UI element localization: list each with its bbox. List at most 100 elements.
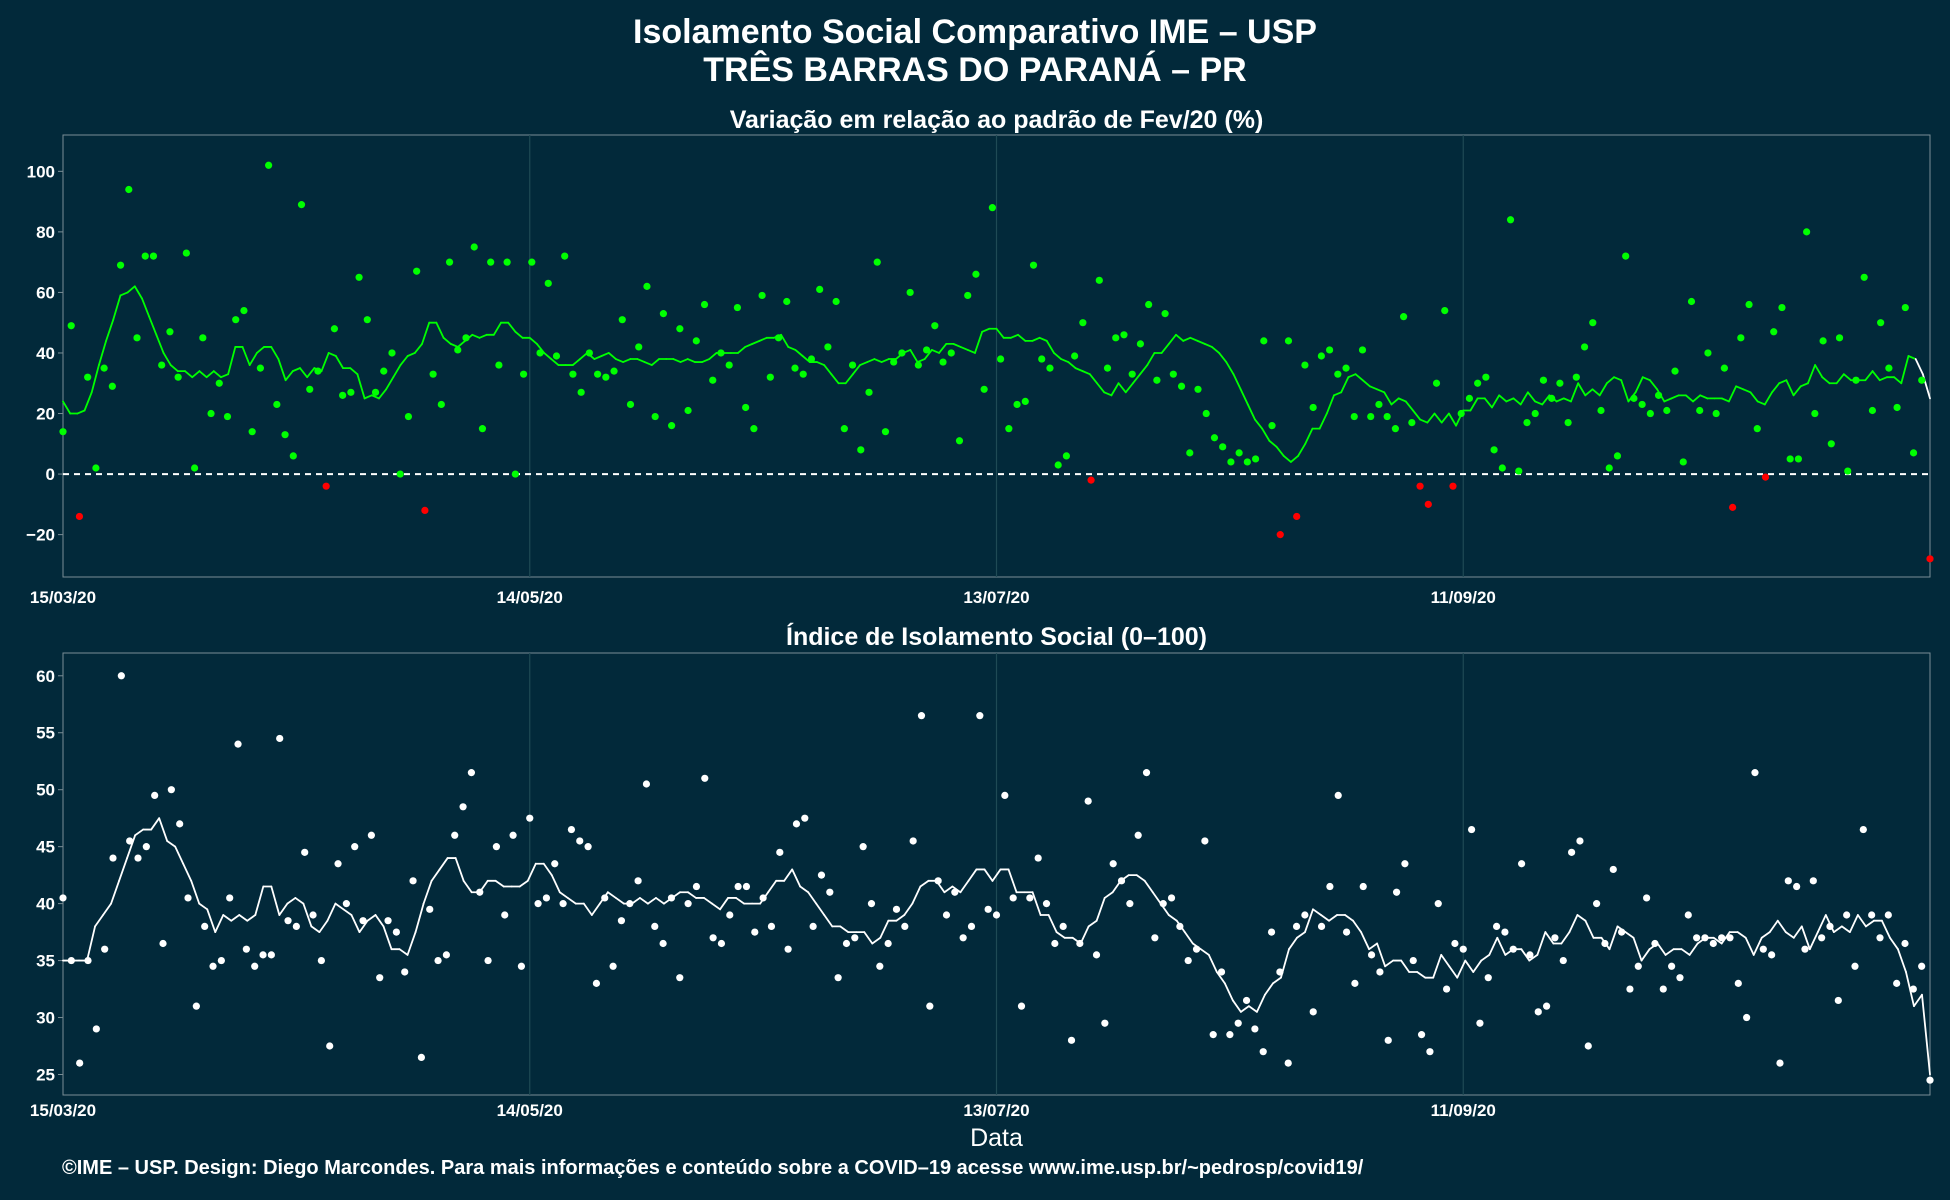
data-point (922, 346, 931, 354)
data-point (1926, 555, 1934, 563)
moving-average-segment (1419, 418, 1429, 424)
data-point (784, 945, 792, 953)
moving-average-segment (708, 352, 718, 360)
data-point (867, 900, 876, 908)
moving-average-segment (310, 925, 321, 933)
data-point (1559, 956, 1567, 965)
moving-average-segment (1472, 959, 1483, 973)
moving-average-segment (507, 321, 517, 333)
data-point (826, 888, 834, 896)
moving-average-segment (278, 902, 289, 916)
data-point (1013, 400, 1021, 409)
data-point (470, 243, 478, 251)
data-point (484, 956, 492, 965)
moving-average-segment (1304, 908, 1314, 933)
moving-average-segment (98, 339, 107, 366)
moving-average-segment (1088, 373, 1098, 385)
data-point (284, 917, 292, 925)
data-point (859, 843, 867, 851)
data-point (1424, 500, 1432, 508)
moving-average-segment (241, 346, 251, 366)
data-point (1517, 860, 1526, 868)
data-point (326, 1042, 334, 1050)
x-axis-label: Data (970, 1124, 1023, 1152)
data-point (1745, 300, 1753, 309)
moving-average-segment (374, 914, 385, 928)
data-point (651, 922, 659, 931)
moving-average-segment (526, 862, 537, 882)
data-point (980, 385, 988, 393)
moving-average-segment (406, 931, 417, 956)
data-point (1201, 837, 1209, 845)
data-point (267, 951, 275, 959)
moving-average-segment (302, 902, 313, 928)
moving-average-segment (1620, 379, 1630, 403)
data-point (1909, 449, 1918, 457)
data-point (1918, 962, 1926, 970)
moving-average-segment (206, 908, 217, 933)
data-point (1556, 379, 1564, 387)
data-point (759, 894, 767, 902)
moving-average-segment (1447, 412, 1457, 427)
moving-average-segment (679, 358, 689, 363)
data-point (1051, 939, 1059, 948)
moving-average-segment (1656, 942, 1667, 956)
moving-average-segment (471, 333, 481, 339)
data-point (509, 831, 517, 839)
data-point (701, 774, 709, 782)
moving-average-segment (457, 339, 467, 348)
moving-average-segment (1496, 936, 1507, 956)
moving-average-segment (1203, 342, 1213, 348)
moving-average-segment (1624, 931, 1635, 939)
moving-average-segment (871, 936, 882, 945)
moving-average-segment (959, 879, 970, 894)
data-point (495, 361, 503, 369)
moving-average-segment (119, 291, 129, 297)
data-point (519, 370, 528, 378)
data-point (834, 974, 842, 982)
data-point (1383, 412, 1391, 421)
moving-average-segment (1584, 388, 1594, 397)
moving-average-segment (1297, 442, 1307, 457)
moving-average-segment (593, 355, 603, 360)
moving-average-segment (1199, 948, 1210, 956)
x-tick-label: 13/07/20 (963, 1101, 1029, 1120)
y-tick-label: 35 (36, 952, 55, 971)
moving-average-segment (943, 885, 954, 894)
y-tick-label: 50 (36, 781, 55, 800)
data-point (840, 425, 848, 433)
moving-average-segment (880, 358, 890, 363)
moving-average-segment (1785, 379, 1795, 397)
data-point (429, 370, 437, 378)
data-point (1009, 894, 1017, 902)
data-point (1613, 452, 1622, 460)
moving-average-segment (780, 333, 790, 348)
data-point (951, 888, 959, 896)
x-tick-label: 15/03/20 (30, 588, 96, 607)
data-point (1309, 403, 1317, 412)
moving-average-segment (212, 370, 222, 379)
moving-average-segment (1103, 391, 1113, 397)
moving-average-segment (1264, 982, 1274, 996)
data-point (240, 306, 248, 315)
data-point (1663, 406, 1671, 415)
data-point (392, 928, 400, 936)
data-point (947, 349, 955, 357)
data-point (544, 279, 552, 287)
moving-average-segment (1807, 364, 1817, 385)
data-point (1021, 397, 1029, 406)
moving-average-segment (1074, 367, 1084, 373)
data-point (906, 288, 914, 297)
moving-average-segment (1031, 336, 1041, 342)
moving-average-segment (1598, 382, 1608, 397)
data-point (503, 258, 511, 266)
moving-average-segment (246, 914, 257, 922)
moving-average-segment (1576, 914, 1587, 922)
moving-average-segment (1640, 948, 1651, 962)
data-point (909, 837, 917, 845)
moving-average-segment (277, 358, 287, 382)
data-point (330, 325, 339, 333)
data-point (309, 911, 317, 919)
moving-average-segment (1232, 373, 1242, 391)
moving-average-segment (169, 364, 179, 373)
